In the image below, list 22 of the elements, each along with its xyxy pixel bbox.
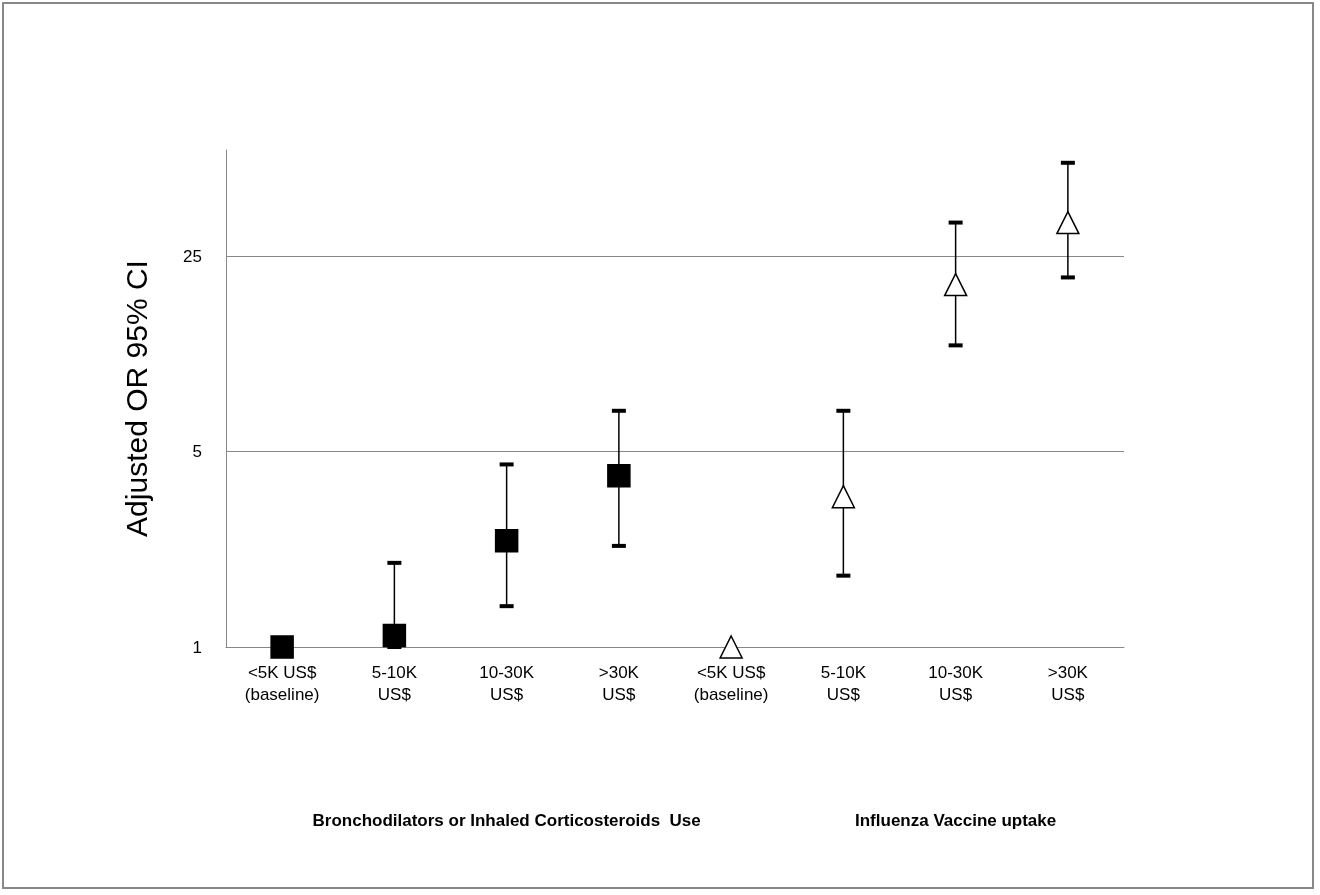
point xyxy=(831,484,856,509)
x-tick-label: >30K US$ xyxy=(1047,662,1089,704)
y-axis-title: Adjusted OR 95% CI xyxy=(119,260,153,537)
y-tick-label: 1 xyxy=(192,637,202,657)
point xyxy=(719,635,743,659)
point xyxy=(382,623,407,648)
point xyxy=(494,528,519,553)
x-tick-label: >30K US$ xyxy=(598,662,640,704)
point xyxy=(270,635,294,659)
x-tick-label: <5K US$ (baseline) xyxy=(693,662,769,704)
x-tick-label: <5K US$ (baseline) xyxy=(244,662,320,704)
point xyxy=(943,272,968,297)
y-tick-label: 25 xyxy=(183,246,202,266)
text: Bronchodilators or Inhaled Corticosteroids Use xyxy=(312,811,701,830)
x-tick-label: 5-10K US$ xyxy=(371,662,418,704)
x-tick-label: 10-30K US$ xyxy=(928,662,984,704)
x-tick-label: 5-10K US$ xyxy=(820,662,867,704)
point xyxy=(607,463,631,488)
x-tick-label: 10-30K US$ xyxy=(479,662,535,704)
point xyxy=(1056,210,1080,235)
text: Influenza Vaccine uptake xyxy=(855,811,1057,830)
y-tick-label: 5 xyxy=(192,442,202,462)
